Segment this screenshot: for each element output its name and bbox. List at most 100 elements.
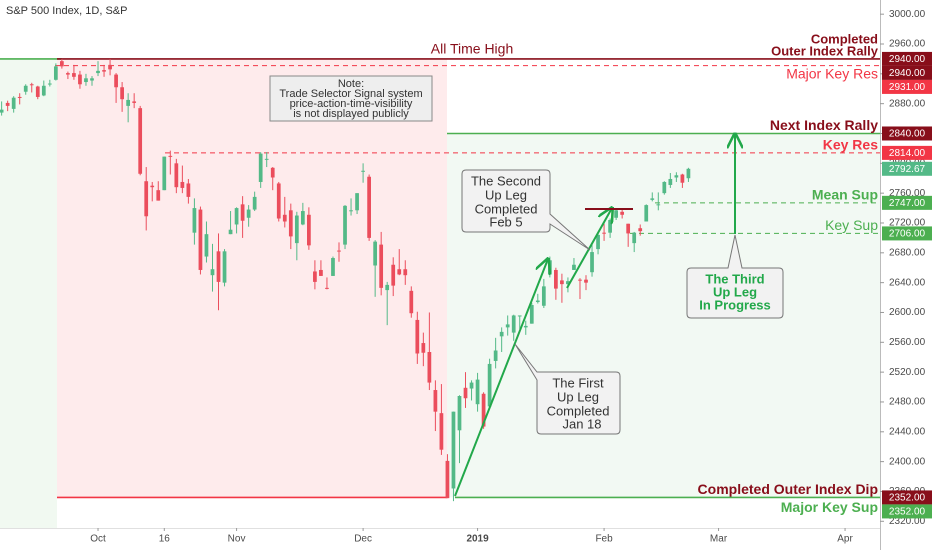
candle-body: [156, 190, 161, 201]
callout-text: Up Leg: [485, 187, 527, 202]
y-tick-label: 2560.00: [889, 337, 926, 348]
note-box: [269, 75, 433, 122]
candle-body: [427, 352, 432, 383]
level-label: Key Sup: [825, 217, 878, 233]
candle-body: [620, 211, 625, 215]
second-leg-callout: [461, 169, 591, 251]
y-tick-label: 2400.00: [889, 456, 926, 467]
candle-body: [379, 244, 384, 288]
candle-body: [294, 215, 299, 244]
candle-body: [337, 250, 341, 252]
x-tick-label: Apr: [837, 534, 853, 545]
price-tag: [882, 490, 932, 505]
callout-text: Up Leg: [713, 284, 757, 299]
price-tag: [882, 145, 932, 160]
price-tag-label: 2706.00: [889, 229, 926, 240]
candle-body: [674, 175, 679, 178]
x-tick-label: Oct: [90, 534, 106, 545]
candle-body: [361, 170, 365, 172]
x-tick-label: Nov: [228, 534, 246, 545]
candle-body: [511, 315, 516, 333]
callout-text: The First: [552, 375, 604, 390]
candle-body: [126, 99, 131, 106]
candle-body: [662, 181, 667, 194]
candle-body: [445, 460, 450, 499]
x-tick-label: Feb: [595, 534, 613, 545]
drawing-layer: Note: Trade Selector Signal system price…: [269, 75, 784, 497]
candle-body: [421, 343, 426, 353]
y-tick-label: 2440.00: [889, 426, 926, 437]
x-tick-label: Dec: [354, 534, 372, 545]
candle-body: [252, 196, 257, 210]
price-tag-label: 2352.00: [889, 493, 926, 504]
candle-body: [53, 66, 58, 80]
price-tag-label: 2814.00: [889, 148, 926, 159]
candle-body: [403, 269, 408, 276]
candle-body: [228, 229, 233, 235]
price-tag-label: 2747.00: [889, 198, 926, 209]
candle-body: [560, 280, 564, 285]
price-tag-label: 2931.00: [889, 82, 926, 93]
candle-body: [23, 85, 28, 92]
decline-zone: [57, 58, 447, 498]
price-tag: [882, 195, 932, 210]
candle-body: [66, 73, 70, 75]
price-tag: [882, 126, 932, 141]
candle-body: [114, 74, 118, 88]
y-tick-label: 2720.00: [889, 218, 926, 229]
candle-body: [270, 167, 275, 178]
candle-body: [397, 269, 402, 275]
x-tick-label: 16: [159, 534, 171, 545]
candle-body: [29, 84, 34, 86]
level-label: Completed: [811, 31, 878, 46]
candle-body: [373, 241, 378, 266]
left-zone: [0, 58, 57, 528]
candle-body: [192, 208, 197, 233]
candle-body: [415, 319, 420, 354]
candle-body: [0, 109, 4, 113]
candle-body: [246, 209, 251, 218]
price-tag: [882, 51, 932, 66]
second-leg-arrow: [566, 208, 612, 289]
candle-body: [204, 234, 209, 257]
candle-body: [17, 96, 22, 98]
candle-body: [439, 413, 444, 450]
candle-body: [499, 331, 504, 337]
candle-body: [608, 220, 612, 233]
candle-body: [108, 64, 112, 70]
candle-body: [282, 214, 287, 222]
candle-body: [535, 300, 540, 303]
candle-body: [138, 108, 143, 174]
candle-body: [102, 70, 106, 72]
candle-body: [626, 223, 631, 234]
candle-body: [216, 251, 221, 282]
candle-body: [686, 168, 691, 179]
price-tag-label: 2352.00: [889, 507, 926, 518]
price-tag: [882, 79, 932, 94]
note-text: Trade Selector Signal system: [279, 88, 422, 100]
candle-body: [60, 61, 64, 67]
first-leg-callout: [514, 343, 621, 435]
candle-body: [162, 156, 167, 191]
candle-body: [198, 209, 203, 270]
price-tag: [882, 65, 932, 80]
candle-body: [300, 211, 305, 225]
candle-body: [264, 158, 269, 160]
candle-body: [234, 208, 239, 225]
candle-body: [11, 97, 16, 109]
level-label: Next Index Rally: [770, 117, 878, 133]
candle-body: [596, 234, 600, 250]
candle-body: [590, 252, 594, 273]
candle-body: [367, 176, 371, 238]
y-tick-label: 2880.00: [889, 98, 926, 109]
chart-title: S&P 500 Index, 1D, S&P: [6, 5, 127, 17]
callout-text: Jan 18: [562, 416, 601, 431]
callout-text: Completed: [475, 201, 538, 216]
note-text: Note:: [338, 78, 364, 90]
candle-body: [572, 264, 576, 270]
candle-body: [493, 350, 498, 361]
y-tick-label: 3000.00: [889, 9, 926, 20]
callout-text: Up Leg: [557, 389, 599, 404]
